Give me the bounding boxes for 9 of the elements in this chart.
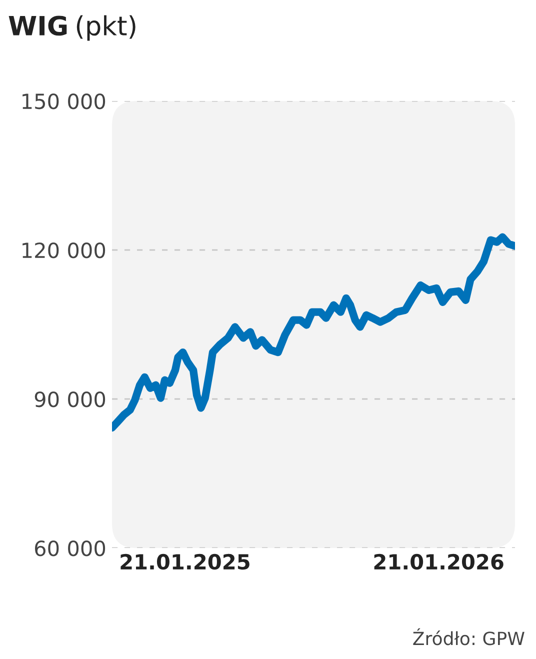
chart-title: WIG [8,16,67,36]
y-tick-label: 120 000 [22,242,106,258]
x-tick-label: 21.01.2026 [374,554,504,570]
y-tick-label: 90 000 [34,391,106,408]
text: Źródło: GPW [413,628,524,646]
chart-subtitle: (pkt) [76,15,136,41]
y-tick-label: 60 000 [35,540,106,556]
y-tick-label: 150 000 [22,93,106,110]
x-tick-label: 21.01.2025 [120,554,250,570]
